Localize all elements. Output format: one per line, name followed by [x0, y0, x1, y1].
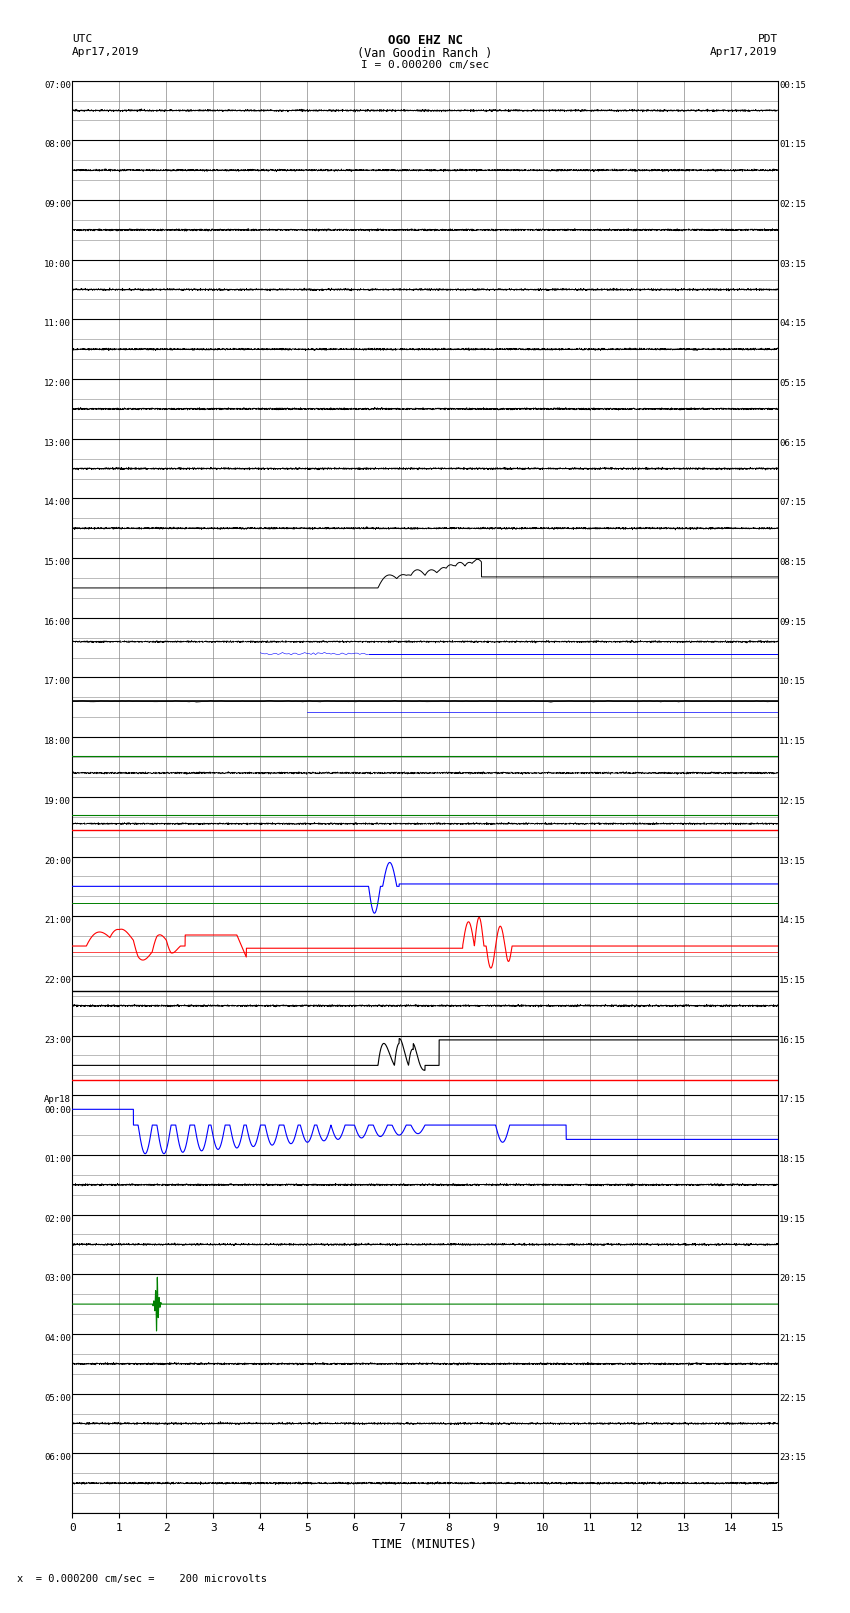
- Text: 16:00: 16:00: [44, 618, 71, 627]
- X-axis label: TIME (MINUTES): TIME (MINUTES): [372, 1539, 478, 1552]
- Text: 02:00: 02:00: [44, 1215, 71, 1224]
- Text: 07:00: 07:00: [44, 81, 71, 90]
- Text: 05:15: 05:15: [779, 379, 806, 389]
- Text: 12:00: 12:00: [44, 379, 71, 389]
- Text: 18:00: 18:00: [44, 737, 71, 747]
- Text: 00:15: 00:15: [779, 81, 806, 90]
- Text: 06:00: 06:00: [44, 1453, 71, 1463]
- Text: PDT: PDT: [757, 34, 778, 44]
- Text: 19:00: 19:00: [44, 797, 71, 806]
- Text: 14:00: 14:00: [44, 498, 71, 508]
- Text: 01:00: 01:00: [44, 1155, 71, 1165]
- Text: 02:15: 02:15: [779, 200, 806, 210]
- Text: 08:15: 08:15: [779, 558, 806, 568]
- Text: 11:00: 11:00: [44, 319, 71, 329]
- Text: 11:15: 11:15: [779, 737, 806, 747]
- Text: 05:00: 05:00: [44, 1394, 71, 1403]
- Text: 22:00: 22:00: [44, 976, 71, 986]
- Text: 16:15: 16:15: [779, 1036, 806, 1045]
- Text: 15:15: 15:15: [779, 976, 806, 986]
- Text: 10:00: 10:00: [44, 260, 71, 269]
- Text: 01:15: 01:15: [779, 140, 806, 150]
- Text: (Van Goodin Ranch ): (Van Goodin Ranch ): [357, 47, 493, 60]
- Text: 17:00: 17:00: [44, 677, 71, 687]
- Text: 15:00: 15:00: [44, 558, 71, 568]
- Text: 13:15: 13:15: [779, 857, 806, 866]
- Text: 20:15: 20:15: [779, 1274, 806, 1284]
- Text: 09:15: 09:15: [779, 618, 806, 627]
- Text: 04:00: 04:00: [44, 1334, 71, 1344]
- Text: 10:15: 10:15: [779, 677, 806, 687]
- Text: OGO EHZ NC: OGO EHZ NC: [388, 34, 462, 47]
- Text: 23:15: 23:15: [779, 1453, 806, 1463]
- Text: 07:15: 07:15: [779, 498, 806, 508]
- Text: Apr17,2019: Apr17,2019: [72, 47, 139, 56]
- Text: 04:15: 04:15: [779, 319, 806, 329]
- Text: 20:00: 20:00: [44, 857, 71, 866]
- Text: 21:00: 21:00: [44, 916, 71, 926]
- Text: 08:00: 08:00: [44, 140, 71, 150]
- Text: 21:15: 21:15: [779, 1334, 806, 1344]
- Text: 23:00: 23:00: [44, 1036, 71, 1045]
- Text: Apr18
00:00: Apr18 00:00: [44, 1095, 71, 1115]
- Text: 12:15: 12:15: [779, 797, 806, 806]
- Text: 17:15: 17:15: [779, 1095, 806, 1105]
- Text: 03:00: 03:00: [44, 1274, 71, 1284]
- Text: 22:15: 22:15: [779, 1394, 806, 1403]
- Text: 19:15: 19:15: [779, 1215, 806, 1224]
- Text: UTC: UTC: [72, 34, 93, 44]
- Text: x  = 0.000200 cm/sec =    200 microvolts: x = 0.000200 cm/sec = 200 microvolts: [17, 1574, 267, 1584]
- Text: Apr17,2019: Apr17,2019: [711, 47, 778, 56]
- Text: 18:15: 18:15: [779, 1155, 806, 1165]
- Text: 13:00: 13:00: [44, 439, 71, 448]
- Text: 14:15: 14:15: [779, 916, 806, 926]
- Text: 03:15: 03:15: [779, 260, 806, 269]
- Text: I = 0.000200 cm/sec: I = 0.000200 cm/sec: [361, 60, 489, 69]
- Text: 06:15: 06:15: [779, 439, 806, 448]
- Text: 09:00: 09:00: [44, 200, 71, 210]
